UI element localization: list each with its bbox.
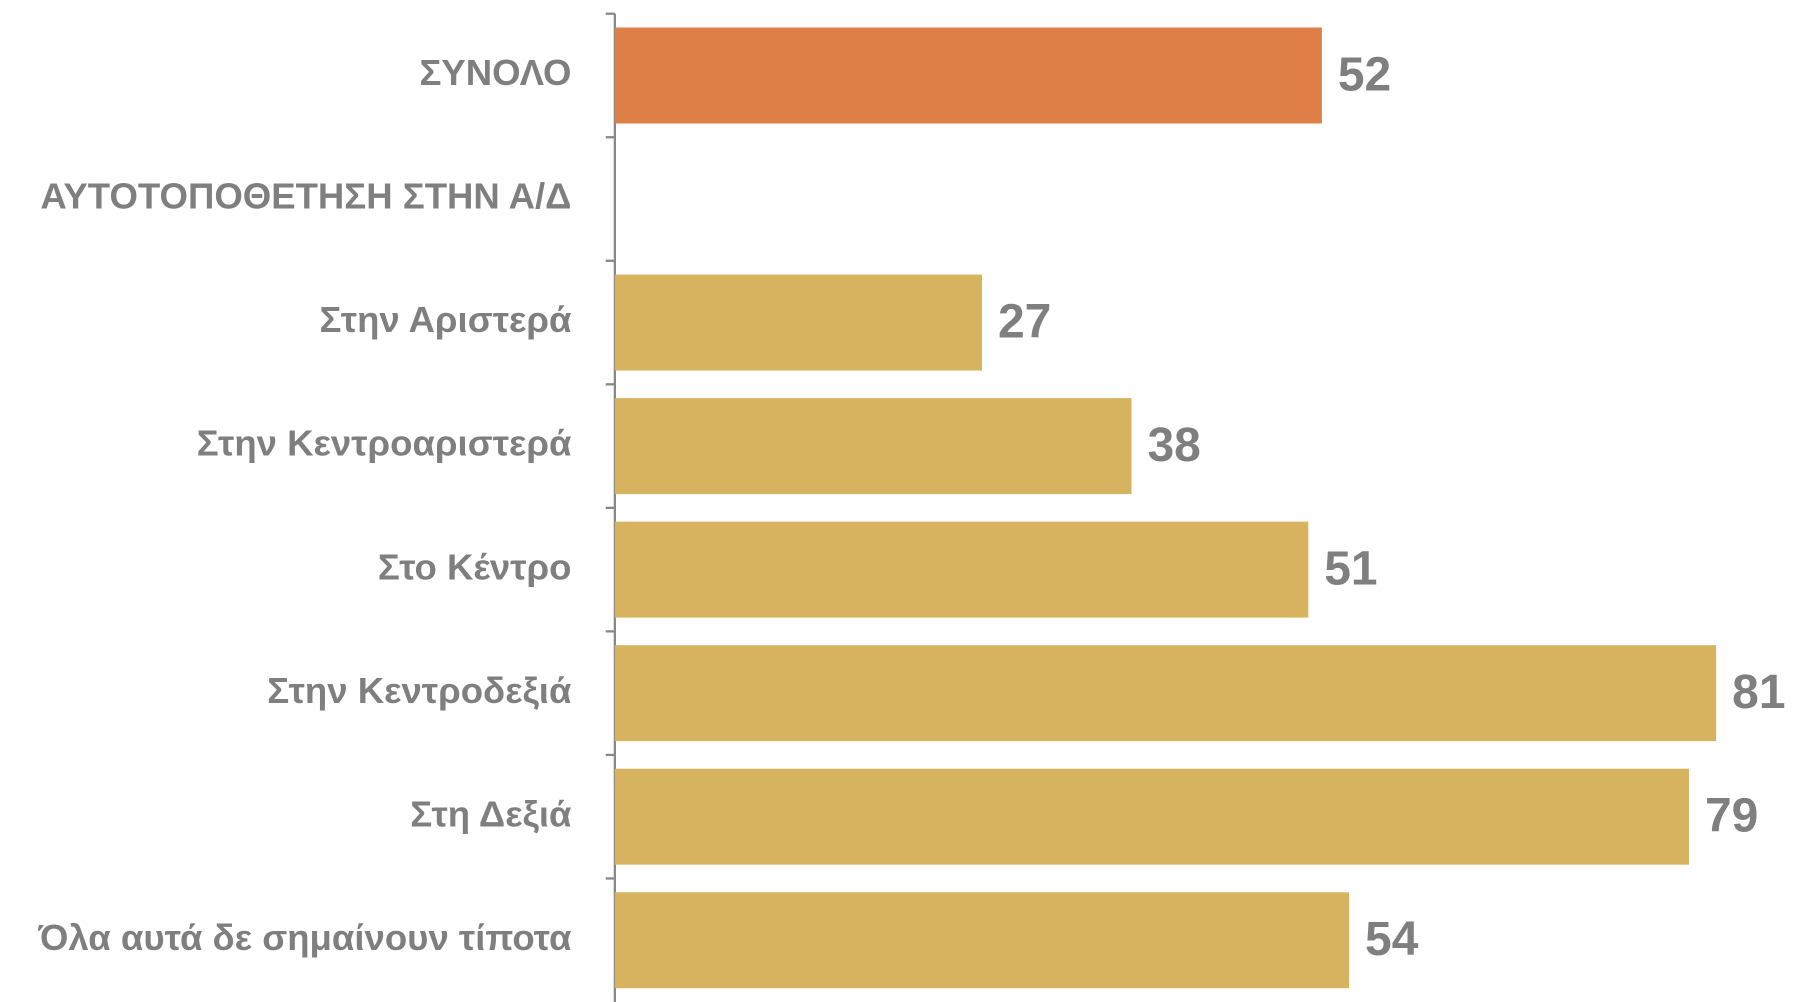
bar bbox=[614, 521, 1309, 618]
category-label: Όλα αυτά δε σημαίνουν τίποτα bbox=[37, 917, 572, 958]
value-label: 54 bbox=[1365, 913, 1419, 966]
value-label: 79 bbox=[1705, 790, 1758, 843]
bar bbox=[614, 27, 1322, 124]
category-label: ΑΥΤΟΤΟΠΟΘΕΤΗΣΗ ΣΤΗΝ Α/Δ bbox=[40, 176, 571, 217]
value-label: 51 bbox=[1324, 543, 1377, 596]
category-label: ΣΥΝΟΛΟ bbox=[419, 52, 571, 93]
value-label: 52 bbox=[1338, 48, 1391, 101]
bar bbox=[614, 274, 982, 371]
category-label: Στην Αριστερά bbox=[319, 299, 571, 340]
value-label: 38 bbox=[1148, 419, 1201, 472]
category-label: Στην Κεντροδεξιά bbox=[267, 670, 572, 711]
bar bbox=[614, 892, 1350, 989]
bar bbox=[614, 768, 1689, 865]
category-label: Στην Κεντροαριστερά bbox=[197, 423, 572, 464]
value-label: 81 bbox=[1732, 666, 1785, 719]
bar bbox=[614, 398, 1132, 495]
category-label: Στη Δεξιά bbox=[410, 793, 572, 834]
value-label: 27 bbox=[998, 296, 1051, 349]
bar bbox=[614, 645, 1717, 742]
category-label: Στο Κέντρο bbox=[378, 546, 572, 587]
